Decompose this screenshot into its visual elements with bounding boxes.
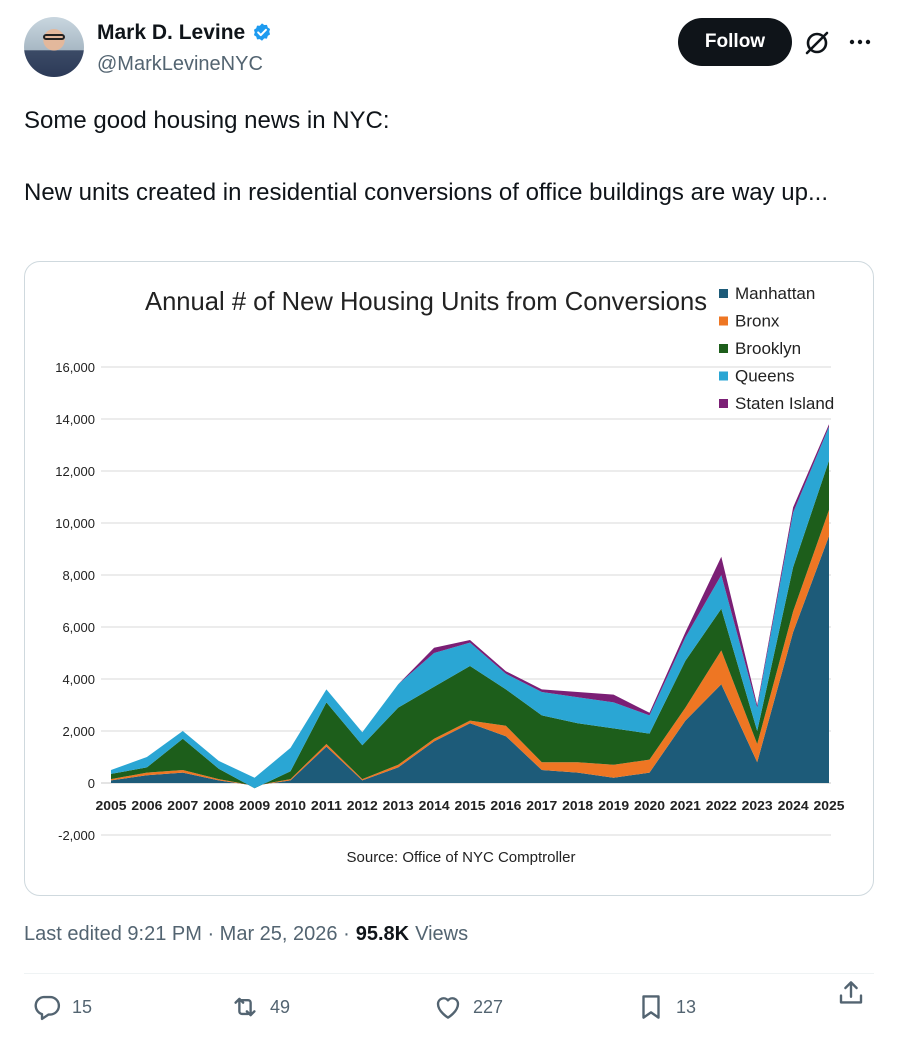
x-tick-label: 2009 (239, 798, 270, 813)
bookmark-count: 13 (676, 996, 697, 1017)
area-bronx (111, 510, 829, 786)
y-tick-label: 12,000 (55, 464, 95, 479)
tweet-line-1: Some good housing news in NYC: (24, 107, 390, 134)
x-tick-label: 2022 (706, 798, 737, 813)
tweet-meta: Last edited 9:21 PM · Mar 25, 2026 · 95.… (24, 923, 468, 946)
chart-y-ticks: 16,000 14,000 12,000 10,000 8,000 6,000 4,000 2… (55, 360, 95, 843)
tweet-media-image[interactable]: 16,000 14,000 12,000 10,000 8,000 6,000 4,000 2… (24, 261, 874, 896)
chart-legend: Manhattan Bronx Brooklyn Queens Staten Islan… (719, 284, 834, 413)
heart-icon (436, 997, 460, 1019)
area-manhattan (111, 536, 829, 786)
legend-swatch (719, 289, 728, 298)
tweet-text: Some good housing news in NYC: New units… (24, 103, 854, 211)
x-tick-label: 2006 (131, 798, 162, 813)
author-handle[interactable]: @MarkLevineNYC (97, 53, 263, 75)
x-tick-label: 2007 (167, 798, 198, 813)
chart-title: Annual # of New Housing Units from Conve… (145, 286, 707, 316)
y-tick-label: 0 (88, 776, 95, 791)
legend-swatch (719, 344, 728, 353)
views-label: Views (415, 923, 469, 945)
like-button[interactable]: 227 (433, 992, 503, 1022)
divider (24, 973, 874, 974)
tweet-line-2: New units created in residential convers… (24, 179, 828, 206)
y-tick-label: 14,000 (55, 412, 95, 427)
y-tick-label: 6,000 (62, 620, 95, 635)
verified-badge-icon (254, 23, 271, 41)
author-name-row[interactable]: Mark D. Levine (97, 21, 273, 45)
x-tick-label: 2024 (778, 798, 810, 813)
x-tick-label: 2011 (311, 798, 342, 813)
x-tick-label: 2014 (419, 798, 451, 813)
x-tick-label: 2008 (203, 798, 234, 813)
like-count: 227 (473, 996, 504, 1017)
x-tick-label: 2012 (347, 798, 378, 813)
x-tick-label: 2010 (275, 798, 306, 813)
stacked-area-chart: 16,000 14,000 12,000 10,000 8,000 6,000 4,000 2… (55, 284, 845, 866)
repost-icon (234, 997, 256, 1017)
avatar[interactable] (24, 17, 84, 77)
more-options-icon[interactable] (846, 30, 874, 54)
legend-label: Bronx (735, 312, 780, 331)
author-display-name[interactable]: Mark D. Levine (97, 21, 246, 44)
y-tick-label: 8,000 (62, 568, 95, 583)
y-tick-label: 10,000 (55, 516, 95, 531)
views-count: 95.8K (355, 923, 410, 945)
legend-label: Manhattan (735, 284, 815, 303)
bookmark-button[interactable]: 13 (636, 992, 696, 1022)
x-tick-label: 2018 (562, 798, 593, 813)
area-brooklyn (111, 460, 829, 789)
x-tick-label: 2020 (634, 798, 665, 813)
y-tick-label: 16,000 (55, 360, 95, 375)
reply-button[interactable]: 15 (32, 992, 92, 1022)
x-tick-label: 2016 (490, 798, 521, 813)
grok-icon[interactable] (802, 28, 832, 58)
legend-swatch (719, 371, 728, 381)
x-tick-label: 2017 (526, 798, 557, 813)
legend-label: Brooklyn (735, 339, 801, 358)
y-tick-label: 2,000 (62, 724, 95, 739)
x-tick-label: 2005 (96, 798, 127, 813)
follow-button[interactable]: Follow (678, 18, 792, 66)
x-tick-label: 2015 (455, 798, 486, 813)
reply-count: 15 (72, 996, 93, 1017)
repost-count: 49 (270, 996, 291, 1017)
y-tick-label: 4,000 (62, 672, 95, 687)
edited-timestamp[interactable]: Last edited 9:21 PM · Mar 25, 2026 · (24, 923, 350, 945)
legend-label: Staten Island (735, 394, 834, 413)
x-tick-label: 2025 (814, 798, 845, 813)
x-tick-label: 2013 (383, 798, 414, 813)
repost-button[interactable]: 49 (230, 992, 290, 1022)
share-icon[interactable] (836, 978, 866, 1008)
y-tick-label: -2,000 (58, 828, 95, 843)
x-tick-label: 2019 (598, 798, 629, 813)
legend-swatch (719, 316, 728, 326)
x-tick-label: 2023 (742, 798, 773, 813)
legend-swatch (719, 399, 728, 408)
bookmark-icon (642, 995, 660, 1019)
chart-x-ticks: 2005 2006 2007 2008 2009 2010 2011 2012 2013 2014… (96, 798, 845, 813)
legend-label: Queens (735, 367, 795, 386)
chart-source: Source: Office of NYC Comptroller (347, 849, 576, 866)
chart-areas (111, 424, 829, 789)
avatar-glasses (43, 34, 65, 40)
reply-icon (34, 995, 61, 1021)
x-tick-label: 2021 (670, 798, 701, 813)
